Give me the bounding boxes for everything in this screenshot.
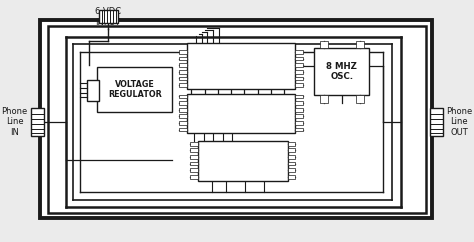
Text: 6 VDC
INPUT: 6 VDC INPUT — [95, 8, 121, 27]
Bar — [179, 95, 187, 98]
Bar — [179, 50, 187, 54]
Bar — [295, 101, 303, 105]
Bar — [179, 76, 187, 80]
Text: 8 MHZ
OSC.: 8 MHZ OSC. — [327, 62, 357, 82]
Bar — [295, 108, 303, 112]
Bar — [97, 67, 173, 113]
Bar — [179, 83, 187, 87]
Bar — [295, 63, 303, 67]
Bar — [295, 76, 303, 80]
Text: VOLTAGE
REGULATOR: VOLTAGE REGULATOR — [108, 80, 162, 99]
Text: Phone
Line
OUT: Phone Line OUT — [446, 107, 472, 137]
Bar — [320, 41, 328, 48]
Bar — [40, 20, 432, 219]
Bar — [191, 142, 198, 146]
Bar — [295, 57, 303, 60]
Bar — [320, 95, 328, 103]
Bar — [179, 121, 187, 125]
Bar — [288, 155, 295, 159]
Bar — [191, 175, 198, 179]
Text: Phone
Line
IN: Phone Line IN — [1, 107, 27, 137]
Bar — [99, 10, 118, 23]
Bar — [191, 148, 198, 152]
Bar — [198, 141, 288, 181]
Bar — [87, 80, 99, 101]
Bar — [179, 101, 187, 105]
Bar — [295, 50, 303, 54]
Bar — [295, 114, 303, 118]
Bar — [179, 70, 187, 74]
Bar — [191, 162, 198, 166]
Bar — [191, 168, 198, 172]
Bar — [314, 48, 369, 95]
Bar — [288, 162, 295, 166]
Bar — [288, 175, 295, 179]
Bar — [288, 148, 295, 152]
Bar — [179, 128, 187, 131]
Bar — [295, 121, 303, 125]
Bar — [356, 95, 364, 103]
Bar — [179, 57, 187, 60]
Bar — [430, 108, 443, 136]
Bar — [30, 108, 44, 136]
Bar — [356, 41, 364, 48]
Bar — [191, 155, 198, 159]
Bar — [179, 63, 187, 67]
Bar — [47, 26, 426, 213]
Bar — [295, 83, 303, 87]
Bar — [288, 142, 295, 146]
Bar — [179, 114, 187, 118]
Bar — [288, 168, 295, 172]
Bar — [295, 95, 303, 98]
Bar — [295, 128, 303, 131]
Bar — [187, 94, 295, 133]
Bar — [295, 70, 303, 74]
Bar — [187, 43, 295, 89]
Bar — [179, 108, 187, 112]
